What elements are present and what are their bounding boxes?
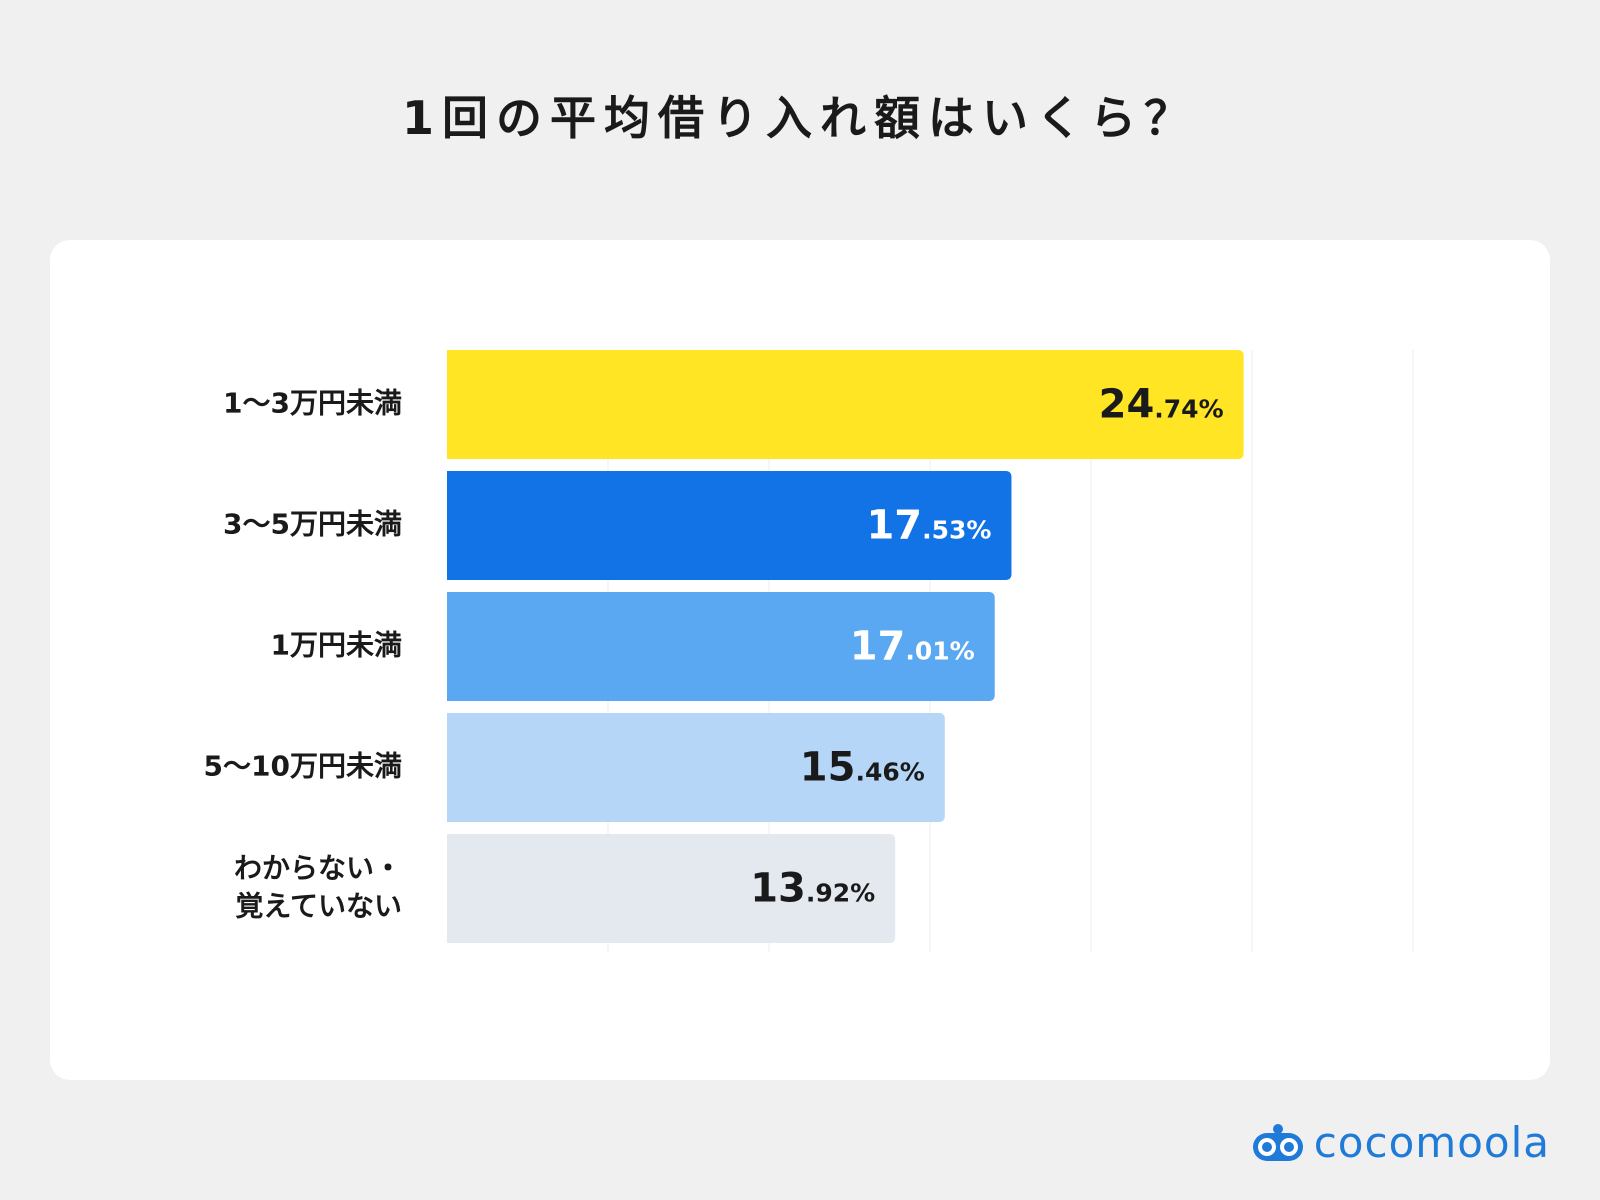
value-label-decimal: .92% <box>806 879 875 908</box>
value-label-integer: 15 <box>800 745 856 791</box>
value-label-decimal: .01% <box>905 637 974 666</box>
bar <box>447 713 945 822</box>
value-label-integer: 17 <box>850 624 906 670</box>
value-label: 24.74% <box>1099 382 1224 428</box>
value-label-decimal: .53% <box>922 516 991 545</box>
category-label: わからない・ <box>234 852 402 885</box>
bar <box>447 471 1012 580</box>
brand-logo: cocomoola <box>1250 1118 1550 1167</box>
value-label: 17.53% <box>866 503 991 549</box>
category-label: 覚えていない <box>235 890 402 923</box>
bar <box>447 834 896 943</box>
value-label-decimal: .74% <box>1154 395 1223 424</box>
value-label-integer: 17 <box>866 503 922 549</box>
value-label-integer: 24 <box>1099 382 1155 428</box>
category-label: 3〜5万円未満 <box>223 508 402 541</box>
value-label-decimal: .46% <box>855 758 924 787</box>
brand-name: cocomoola <box>1313 1118 1550 1167</box>
value-label: 17.01% <box>850 624 975 670</box>
bar <box>447 592 995 701</box>
value-label: 13.92% <box>750 866 875 912</box>
chart-card: 1〜3万円未満 24.74% 3〜5万円未満 17.53% 1万円未満 17.01% 5〜1… <box>50 240 1550 1080</box>
category-label: 5〜10万円未満 <box>204 750 402 783</box>
bar-chart: 1〜3万円未満 24.74%3〜5万円未満 17.53%1万円未満 17.01%5〜1… <box>204 350 1414 952</box>
category-label: 1〜3万円未満 <box>223 387 402 420</box>
value-label: 15.46% <box>800 745 925 791</box>
value-label-integer: 13 <box>750 866 806 912</box>
category-label: 1万円未満 <box>271 629 402 662</box>
cocomoola-logo-icon <box>1252 1123 1303 1161</box>
page-title: 1回の平均借り入れ額はいくら？ <box>401 91 1198 145</box>
bar <box>447 350 1244 459</box>
